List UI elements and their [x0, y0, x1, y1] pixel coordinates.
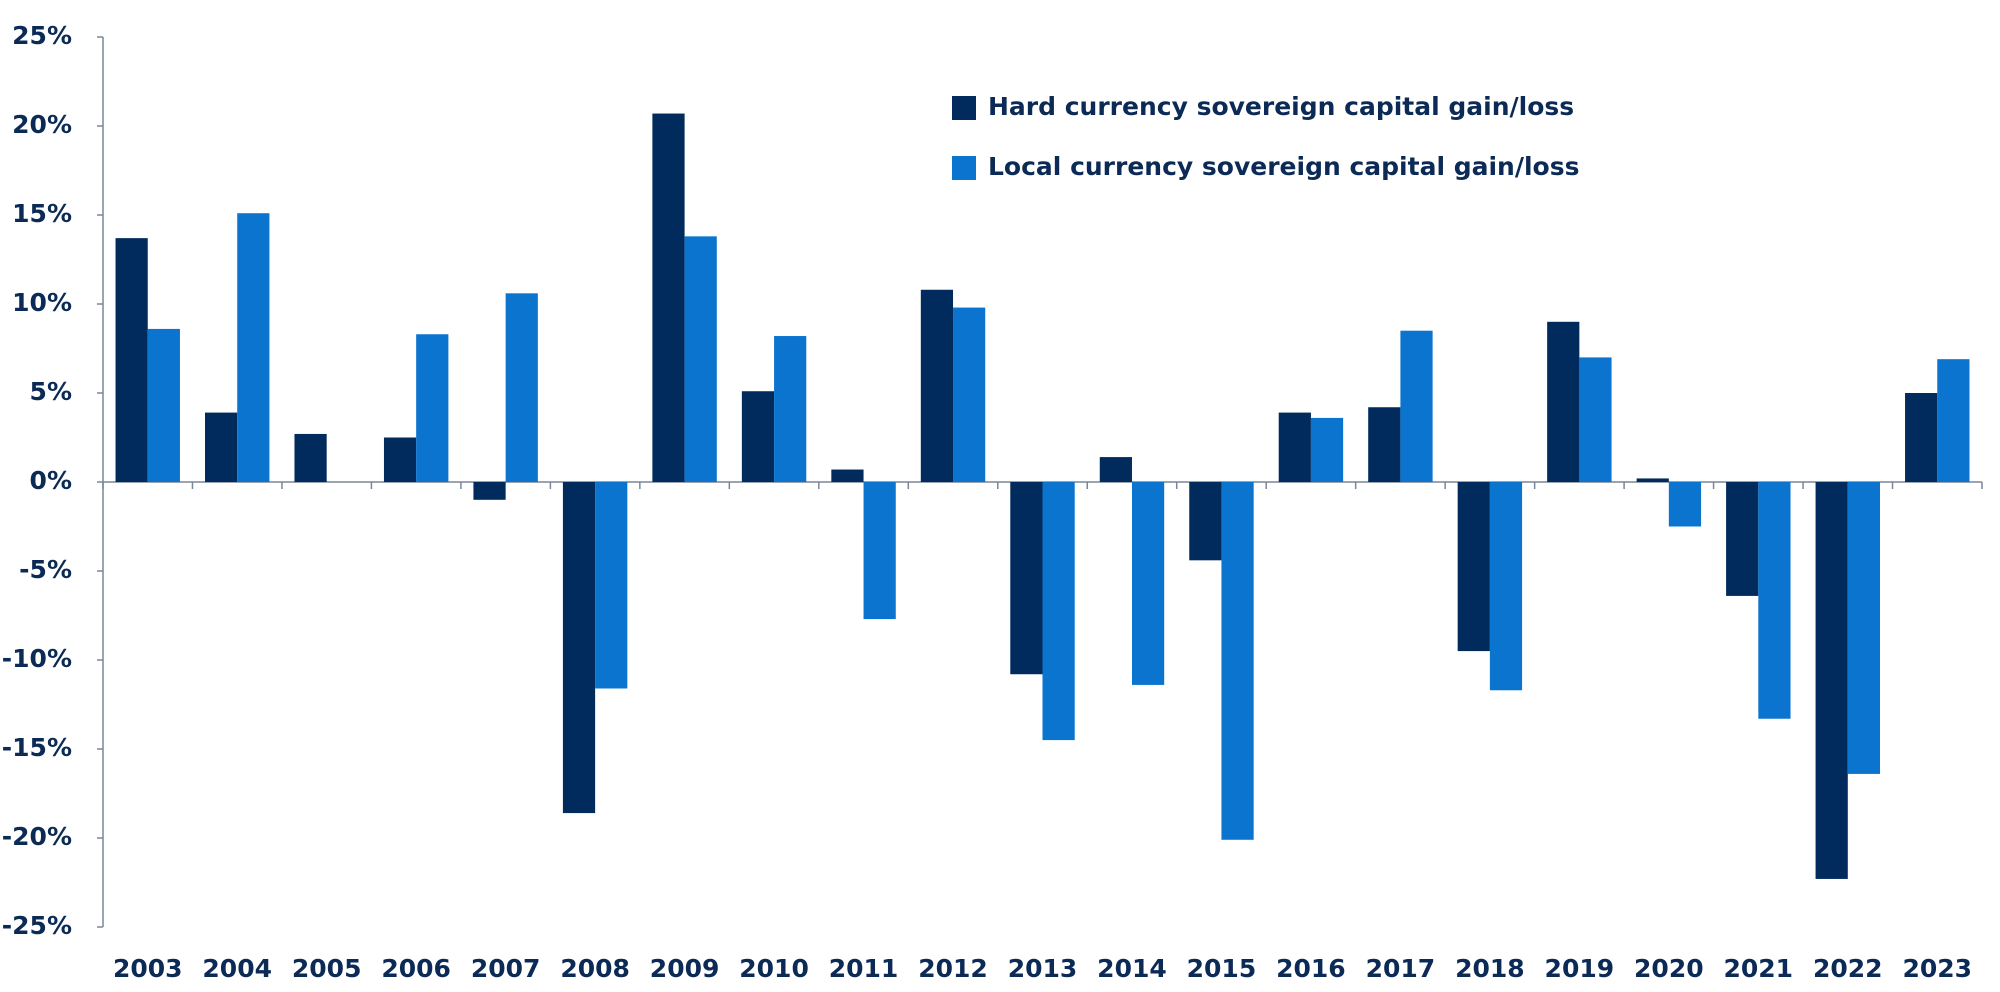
x-tick-label: 2008	[560, 954, 630, 983]
y-tick-label: 20%	[12, 110, 72, 139]
bar	[1278, 412, 1311, 482]
legend-label: Local currency sovereign capital gain/lo…	[988, 152, 1580, 181]
bar	[416, 334, 449, 482]
bar	[1457, 482, 1490, 652]
y-tick-label: 15%	[12, 199, 72, 228]
legend-label: Hard currency sovereign capital gain/los…	[988, 92, 1574, 121]
bar	[1636, 478, 1669, 482]
y-tick-label: -25%	[2, 911, 72, 940]
bar	[863, 482, 896, 620]
bar	[1726, 482, 1759, 596]
bar	[147, 328, 180, 482]
legend-swatch	[952, 156, 976, 180]
bar	[741, 391, 775, 482]
bar	[1010, 482, 1043, 675]
legend-swatch	[952, 96, 976, 120]
bar	[1905, 393, 1938, 482]
x-tick-label: 2020	[1634, 954, 1704, 983]
y-tick-label: -20%	[2, 822, 72, 851]
bar	[1310, 417, 1344, 482]
bar	[652, 113, 685, 482]
x-tick-label: 2018	[1455, 954, 1525, 983]
x-tick-label: 2012	[918, 954, 988, 983]
x-tick-label: 2017	[1366, 954, 1436, 983]
bar	[1099, 457, 1132, 482]
x-tick-label: 2022	[1813, 954, 1883, 983]
bar	[383, 437, 417, 482]
x-tick-label: 2011	[829, 954, 899, 983]
bar	[205, 412, 238, 482]
bar	[1815, 482, 1848, 879]
bar	[1579, 357, 1612, 482]
bar	[473, 482, 506, 500]
bar	[1400, 330, 1433, 482]
x-tick-label: 2014	[1097, 954, 1167, 983]
bar	[1221, 482, 1254, 840]
bar	[684, 236, 717, 482]
x-tick-label: 2004	[202, 954, 272, 983]
bar	[1758, 482, 1791, 719]
x-tick-label: 2021	[1724, 954, 1794, 983]
bar	[953, 307, 986, 482]
bar	[831, 469, 864, 482]
bar	[774, 336, 807, 482]
x-tick-label: 2015	[1187, 954, 1257, 983]
bar	[1937, 359, 1970, 482]
bar	[115, 238, 148, 482]
bar	[562, 482, 596, 814]
x-tick-label: 2019	[1545, 954, 1615, 983]
y-tick-label: 25%	[12, 21, 72, 50]
x-tick-label: 2003	[113, 954, 183, 983]
bar	[1668, 482, 1702, 527]
y-tick-label: -15%	[2, 733, 72, 762]
bar	[505, 293, 538, 482]
x-tick-label: 2009	[650, 954, 720, 983]
x-tick-label: 2007	[471, 954, 541, 983]
y-tick-label: 5%	[30, 377, 72, 406]
bar	[595, 482, 628, 689]
bar	[1547, 321, 1580, 482]
x-tick-label: 2013	[1008, 954, 1078, 983]
bar	[237, 213, 270, 482]
x-tick-label: 2006	[381, 954, 451, 983]
y-tick-label: 0%	[30, 466, 72, 495]
x-tick-label: 2010	[739, 954, 809, 983]
bar	[1042, 482, 1075, 741]
x-tick-label: 2016	[1276, 954, 1346, 983]
bar	[920, 289, 954, 482]
x-tick-label: 2005	[292, 954, 362, 983]
x-tick-label: 2023	[1902, 954, 1972, 983]
bar	[294, 433, 327, 482]
bar	[1489, 482, 1523, 691]
bar	[1131, 482, 1165, 685]
y-tick-label: -5%	[19, 555, 72, 584]
bar	[1847, 482, 1880, 774]
y-tick-label: -10%	[2, 644, 72, 673]
bar	[1189, 482, 1222, 561]
y-tick-label: 10%	[12, 288, 72, 317]
bar	[1368, 407, 1401, 482]
